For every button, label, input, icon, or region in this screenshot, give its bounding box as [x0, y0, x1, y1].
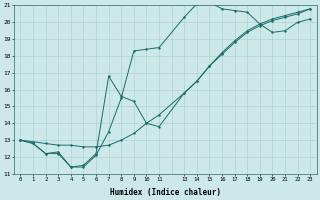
X-axis label: Humidex (Indice chaleur): Humidex (Indice chaleur) [110, 188, 221, 197]
